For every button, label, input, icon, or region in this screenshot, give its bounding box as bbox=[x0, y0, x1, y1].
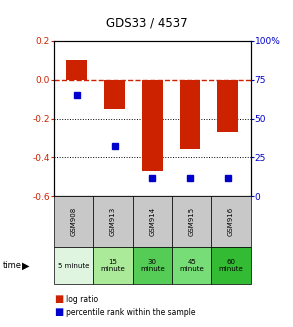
Text: 60
minute: 60 minute bbox=[219, 259, 243, 272]
Text: GDS33 / 4537: GDS33 / 4537 bbox=[106, 16, 187, 29]
Text: GSM914: GSM914 bbox=[149, 207, 155, 236]
Text: 15
minute: 15 minute bbox=[101, 259, 125, 272]
Bar bbox=[142, 80, 163, 171]
Text: 30
minute: 30 minute bbox=[140, 259, 165, 272]
Bar bbox=[67, 60, 87, 80]
Text: percentile rank within the sample: percentile rank within the sample bbox=[66, 308, 195, 317]
Text: ■: ■ bbox=[54, 294, 64, 304]
Bar bbox=[180, 80, 200, 149]
Bar bbox=[104, 80, 125, 109]
Text: GSM915: GSM915 bbox=[189, 207, 195, 236]
Text: GSM916: GSM916 bbox=[228, 207, 234, 236]
Text: ■: ■ bbox=[54, 307, 64, 317]
Text: 45
minute: 45 minute bbox=[179, 259, 204, 272]
Bar bbox=[217, 80, 238, 132]
Text: log ratio: log ratio bbox=[66, 295, 98, 304]
Text: time: time bbox=[3, 261, 22, 270]
Text: ▶: ▶ bbox=[22, 261, 30, 271]
Text: 5 minute: 5 minute bbox=[58, 263, 90, 269]
Text: GSM908: GSM908 bbox=[71, 207, 77, 236]
Text: GSM913: GSM913 bbox=[110, 207, 116, 236]
